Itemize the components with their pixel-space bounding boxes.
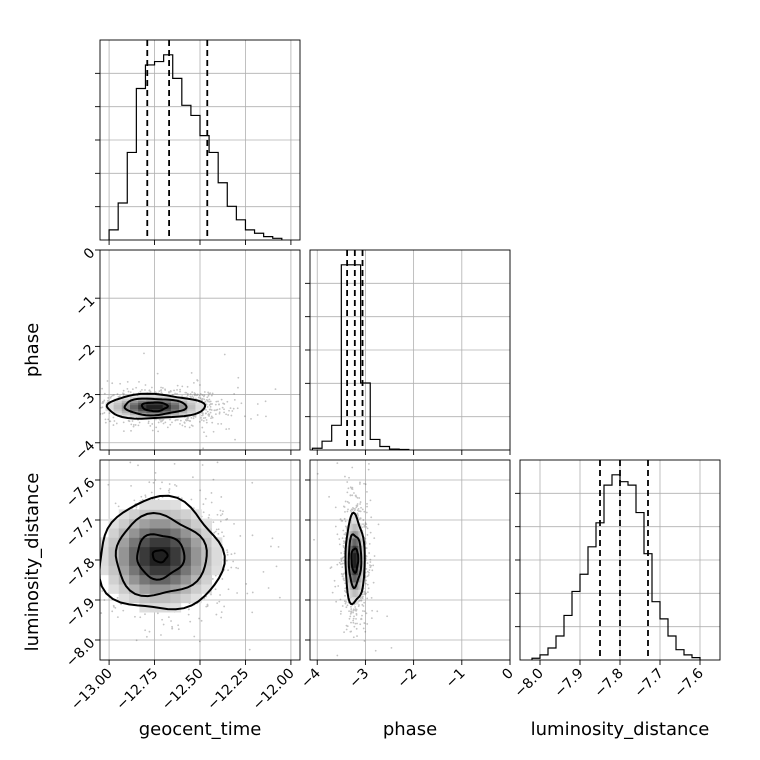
histogram-step [531,474,701,660]
contour-level [123,397,188,417]
x-tick-label: 0 [499,666,517,684]
xlabel-geocent-time: geocent_time [139,719,262,740]
panel-hist-phase [305,249,511,455]
y-tick-label: −7.6 [63,475,98,510]
y-tick-label: −7.9 [63,595,98,630]
x-tick-label: −13.00 [68,666,116,714]
y-tick-label: −3 [72,390,98,416]
x-tick-label: −12.75 [113,666,161,714]
y-tick-label: −8.0 [63,635,98,670]
ylabel-luminosity-distance: luminosity_distance [22,473,43,652]
contour-level [347,533,363,590]
x-tick-label: −7.6 [671,665,706,700]
x-tick-label: −3 [346,666,372,692]
histogram-step [108,54,283,240]
grid-lines [310,460,510,660]
x-tick-label: −7.7 [631,666,666,701]
x-tick-label: −12.25 [204,666,252,714]
grid-lines [310,250,511,450]
contour-level [151,549,169,564]
x-tick-label: −1 [443,666,469,692]
contour-level [350,547,360,574]
x-tick-label: −4 [298,665,324,691]
contour-level [100,494,226,611]
x-tick-label: −12.00 [250,666,298,714]
x-tick-label: −7.9 [551,666,586,701]
y-tick-label: −7.8 [63,555,98,590]
contour-level [114,511,208,598]
xlabel-luminosity-distance: luminosity_distance [531,719,710,740]
x-tick-label: −8.0 [511,666,546,701]
y-tick-label: −7.7 [63,515,98,550]
ylabel-phase: phase [22,323,43,377]
panel-luminosity-distance-vs-phase: −4 −3 −2 −1 0 [298,459,517,692]
contour-level [105,392,207,420]
panel-phase-vs-geocent-time: −4 −3 −2 −1 0 [72,245,301,464]
plot-area [100,250,300,450]
y-tick-label: −2 [72,341,98,367]
density-shading [345,516,365,605]
scatter-points [100,352,277,450]
histogram-step [311,264,410,451]
x-tick-label: −7.8 [591,666,626,701]
contour-level [344,511,366,606]
x-tick-label: −2 [395,666,421,692]
panel-hist-luminosity-distance: −8.0 −7.9 −7.8 −7.7 −7.6 [511,459,721,701]
y-tick-label: 0 [81,245,99,263]
y-tick-label: −1 [72,293,98,319]
plot-area [100,460,300,660]
xlabel-phase: phase [383,719,437,740]
plot-area [310,460,510,660]
grid-lines [100,250,300,450]
axes-frame [309,249,511,451]
x-tick-label: −12.50 [159,666,207,714]
grid-lines [100,40,300,240]
contour-level [140,401,169,413]
contour-level [136,533,186,581]
y-tick-label: −4 [72,438,98,464]
panel-hist-geocent-time [95,39,301,245]
